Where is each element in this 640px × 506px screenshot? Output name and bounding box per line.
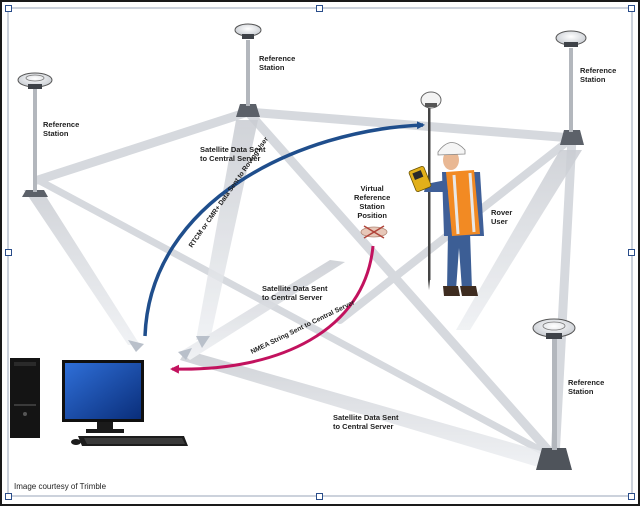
vrs-label: Virtual Reference Station Position xyxy=(354,184,391,220)
resize-handle-top[interactable] xyxy=(316,5,323,12)
nmea-arrow xyxy=(170,245,375,374)
reference-station-left xyxy=(17,72,53,197)
resize-handle-bottom-right[interactable] xyxy=(628,493,635,500)
resize-handle-right[interactable] xyxy=(628,249,635,256)
reference-station-top xyxy=(234,23,262,117)
station-label-left: Reference Station xyxy=(43,120,80,138)
rtcm-arrow xyxy=(143,121,425,337)
signal-beams xyxy=(24,120,582,470)
resize-handle-top-right[interactable] xyxy=(628,5,635,12)
resize-handle-bottom-left[interactable] xyxy=(5,493,12,500)
station-label-right: Reference Station xyxy=(580,66,617,84)
computer xyxy=(10,358,188,446)
reference-station-right xyxy=(555,30,587,145)
resize-handle-bottom[interactable] xyxy=(316,493,323,500)
satellite-label-bottom: Satellite Data Sent to Central Server xyxy=(333,413,399,431)
reference-station-bottom xyxy=(532,318,576,470)
image-credit: Image courtesy of Trimble xyxy=(14,482,107,491)
satellite-label-top: Satellite Data Sent to Central Server xyxy=(200,145,266,163)
station-label-top: Reference Station xyxy=(259,54,296,72)
resize-handle-top-left[interactable] xyxy=(5,5,12,12)
beam-arrowheads xyxy=(128,336,210,360)
rover-user xyxy=(408,91,484,296)
satellite-label-middle: Satellite Data Sent to Central Server xyxy=(262,284,328,302)
station-label-bottom: Reference Station xyxy=(568,378,605,396)
rover-label: Rover User xyxy=(491,208,513,226)
resize-handle-left[interactable] xyxy=(5,249,12,256)
virtual-station-marker xyxy=(360,225,388,239)
